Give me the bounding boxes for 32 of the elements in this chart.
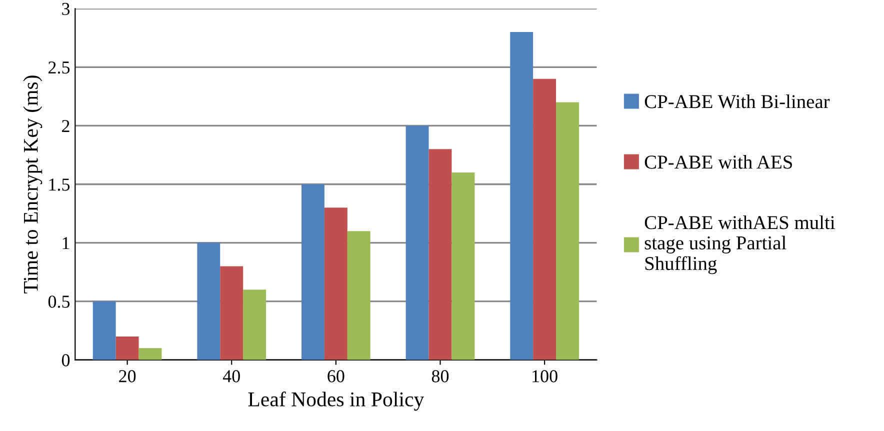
y-tick-label: 1.5: [49, 178, 70, 191]
legend-label: CP-ABE withAES multi stage using Partial Shuffling: [644, 215, 835, 274]
bar: [243, 290, 266, 360]
bar: [220, 266, 244, 360]
y-tick-label: 3: [62, 2, 70, 16]
y-tick-label: 2: [62, 120, 70, 132]
x-tick-label: 20: [119, 370, 136, 382]
y-tick-label: 1: [62, 237, 70, 250]
bar: [452, 172, 475, 360]
bar: [533, 78, 556, 360]
bar: [406, 126, 429, 360]
y-axis-title: Time to Encrypt Key (ms): [23, 76, 42, 294]
x-tick-label: 80: [432, 370, 449, 382]
bar: [116, 336, 139, 360]
y-tick-label: 0: [62, 354, 70, 366]
legend-label: CP-ABE With Bi-linear: [644, 94, 830, 108]
bar: [324, 208, 348, 360]
bar: [510, 32, 534, 360]
bar: [197, 242, 220, 360]
bar: [138, 348, 162, 360]
x-tick-label: 100: [532, 370, 558, 382]
bar: [301, 184, 324, 360]
y-tick-label: 2.5: [48, 61, 70, 74]
legend-label: CP-ABE with AES: [644, 155, 792, 169]
bar: [556, 102, 579, 360]
bar: [347, 231, 370, 360]
bar: [428, 149, 452, 360]
x-tick-label: 60: [328, 370, 344, 382]
y-tick-label: 0.5: [48, 296, 70, 308]
x-tick-label: 40: [222, 370, 240, 382]
bar: [92, 301, 116, 360]
x-axis-title: Leaf Nodes in Policy: [248, 392, 424, 411]
